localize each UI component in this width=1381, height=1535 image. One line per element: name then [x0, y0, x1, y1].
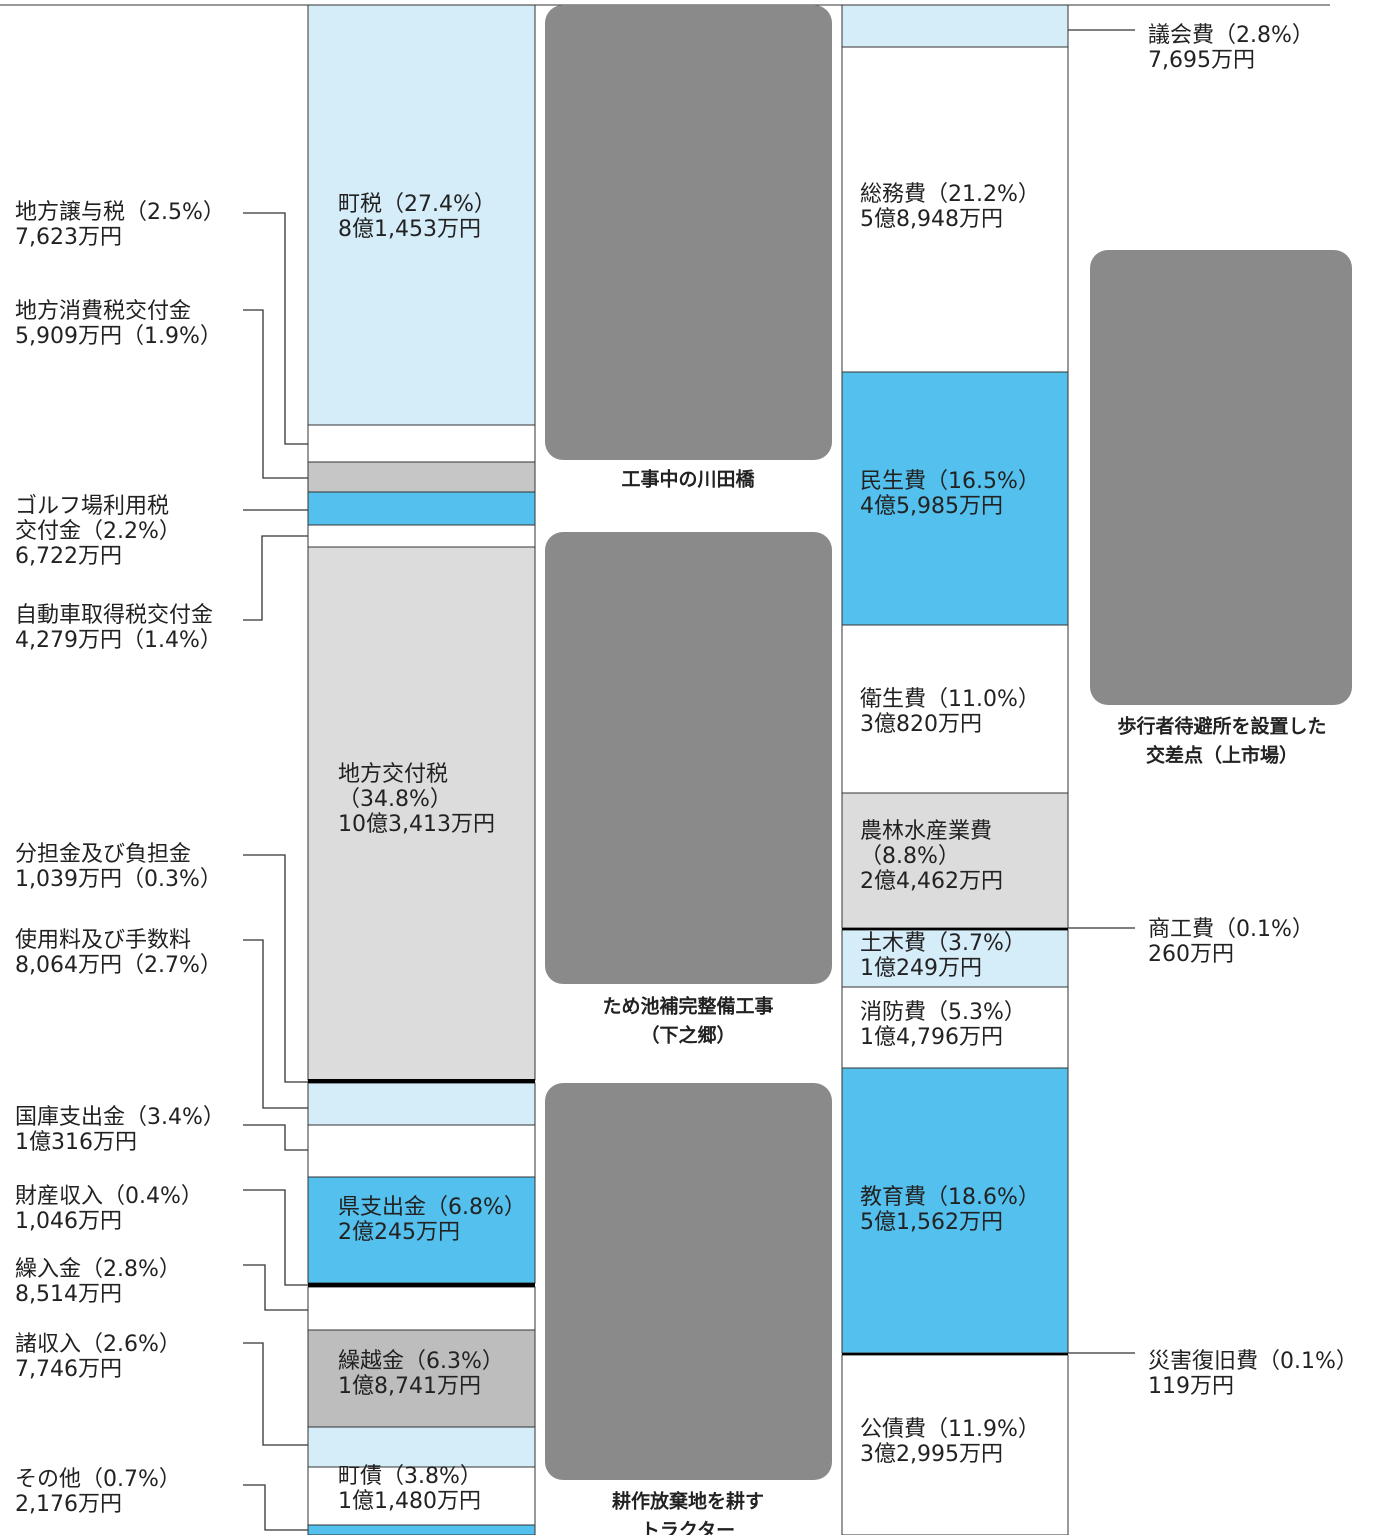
label: （34.8%）: [338, 787, 452, 812]
photo: [545, 5, 832, 460]
label: 町債（3.8%）: [338, 1464, 482, 1489]
label: 土木費（3.7%）: [860, 931, 1026, 956]
label: 7,746万円: [15, 1357, 122, 1382]
photo-caption: （下之郷）: [640, 1024, 735, 1047]
photos: [545, 5, 1352, 1480]
label: 10億3,413万円: [338, 812, 495, 837]
label: 8,514万円: [15, 1282, 122, 1307]
label: 8,064万円（2.7%）: [15, 953, 222, 978]
label: 総務費（21.2%）: [860, 182, 1040, 207]
leader-lines: [243, 29, 1135, 1531]
label: 町税（27.4%）: [338, 192, 496, 217]
label: 5億1,562万円: [860, 1210, 1003, 1235]
label: 諸収入（2.6%）: [15, 1332, 181, 1357]
label: 1億8,741万円: [338, 1374, 481, 1399]
photo-caption: 交差点（上市場）: [1146, 744, 1298, 767]
photo-caption: 歩行者待避所を設置した: [1117, 715, 1326, 738]
label: 3億820万円: [860, 712, 982, 737]
label: 地方消費税交付金: [15, 299, 191, 324]
label: 繰越金（6.3%）: [338, 1349, 504, 1374]
label: 119万円: [1148, 1374, 1234, 1399]
label: 自動車取得税交付金: [15, 603, 213, 628]
photo-caption: 工事中の川田橋: [621, 468, 755, 491]
label: 7,695万円: [1148, 48, 1255, 73]
label: 地方譲与税（2.5%）: [15, 200, 225, 225]
label: 繰入金（2.8%）: [15, 1257, 181, 1282]
label: 1億1,480万円: [338, 1489, 481, 1514]
label: 使用料及び手数料: [15, 928, 191, 953]
label: 国庫支出金（3.4%）: [15, 1105, 225, 1130]
photo-caption: ため池補完整備工事: [602, 995, 773, 1018]
label: 衛生費（11.0%）: [860, 687, 1040, 712]
label: 財産収入（0.4%）: [15, 1184, 203, 1209]
label: 7,623万円: [15, 225, 122, 250]
label: 2億4,462万円: [860, 869, 1003, 894]
photo-caption: 耕作放棄地を耕す: [612, 1490, 764, 1513]
label: 260万円: [1148, 942, 1234, 967]
label: 5億8,948万円: [860, 207, 1003, 232]
photo: [545, 1083, 832, 1480]
label: 4,279万円（1.4%）: [15, 628, 222, 653]
photo: [1090, 250, 1352, 705]
label: 3億2,995万円: [860, 1442, 1003, 1467]
label: その他（0.7%）: [15, 1467, 181, 1492]
label: ゴルフ場利用税: [15, 494, 169, 519]
label: 民生費（16.5%）: [860, 469, 1040, 494]
label: 1億4,796万円: [860, 1025, 1003, 1050]
label: 6,722万円: [15, 544, 122, 569]
label: 災害復旧費（0.1%）: [1148, 1349, 1358, 1374]
label: 農林水産業費: [860, 819, 992, 844]
label: 2,176万円: [15, 1492, 122, 1517]
label: 1,039万円（0.3%）: [15, 867, 222, 892]
label: 1億249万円: [860, 956, 982, 981]
label: 地方交付税: [338, 762, 448, 787]
label: 消防費（5.3%）: [860, 1000, 1026, 1025]
photo-caption: トラクター: [641, 1520, 735, 1535]
label: 交付金（2.2%）: [15, 519, 181, 544]
label: 教育費（18.6%）: [860, 1185, 1040, 1210]
label: 議会費（2.8%）: [1148, 23, 1314, 48]
thick-dividers: [308, 928, 1068, 1355]
label: 県支出金（6.8%）: [338, 1195, 526, 1220]
label: 8億1,453万円: [338, 217, 481, 242]
bars: [307, 4, 1069, 1535]
label: （8.8%）: [860, 844, 960, 869]
photo: [545, 532, 832, 984]
label: 公債費（11.9%）: [860, 1417, 1040, 1442]
label: 1,046万円: [15, 1209, 122, 1234]
label: 分担金及び負担金: [15, 842, 191, 867]
label: 1億316万円: [15, 1130, 137, 1155]
label: 商工費（0.1%）: [1148, 917, 1314, 942]
label: 5,909万円（1.9%）: [15, 324, 222, 349]
label: 2億245万円: [338, 1220, 460, 1245]
label: 4億5,985万円: [860, 494, 1003, 519]
